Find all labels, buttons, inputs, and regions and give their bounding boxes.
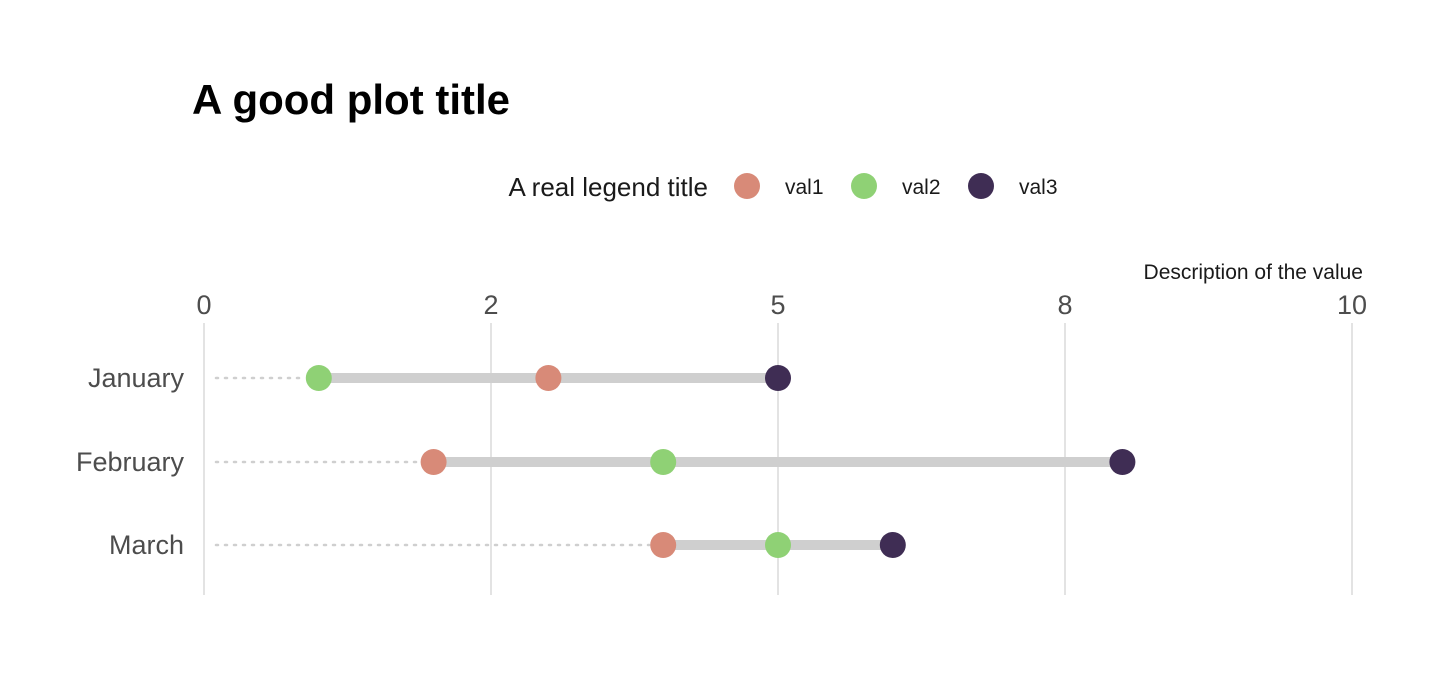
row-january: January	[88, 363, 791, 393]
chart-title: A good plot title	[192, 76, 510, 123]
legend-label-val1: val1	[785, 176, 824, 199]
point-val1	[420, 449, 447, 475]
legend-key-val3	[968, 173, 994, 199]
legend-items: val1 val2 val3	[734, 173, 1058, 199]
legend: A real legend title val1 val2 val3	[509, 172, 1058, 202]
x-axis-title: Description of the value	[1144, 261, 1363, 284]
x-tick-label: 10	[1337, 290, 1367, 320]
x-tick-label: 0	[196, 290, 211, 320]
legend-key-val2	[851, 173, 877, 199]
row-march: March	[109, 530, 906, 560]
point-val3	[765, 365, 791, 391]
category-label: January	[88, 363, 185, 393]
point-val3	[879, 532, 906, 558]
point-val3	[1109, 449, 1136, 475]
row-february: February	[76, 447, 1136, 477]
legend-key-val1	[734, 173, 760, 199]
x-axis-ticks: 0 2 5 8 10	[196, 290, 1367, 320]
point-val2	[650, 449, 677, 475]
category-label: March	[109, 530, 184, 560]
point-val2	[765, 532, 791, 558]
point-val1	[650, 532, 677, 558]
legend-title: A real legend title	[509, 172, 708, 202]
legend-label-val2: val2	[902, 176, 941, 199]
category-label: February	[76, 447, 185, 477]
point-val1	[535, 365, 562, 391]
plot-rows: January February March	[76, 363, 1136, 560]
legend-label-val3: val3	[1019, 176, 1058, 199]
point-val2	[305, 365, 332, 391]
x-tick-label: 8	[1057, 290, 1072, 320]
x-tick-label: 2	[483, 290, 498, 320]
x-tick-label: 5	[770, 290, 785, 320]
